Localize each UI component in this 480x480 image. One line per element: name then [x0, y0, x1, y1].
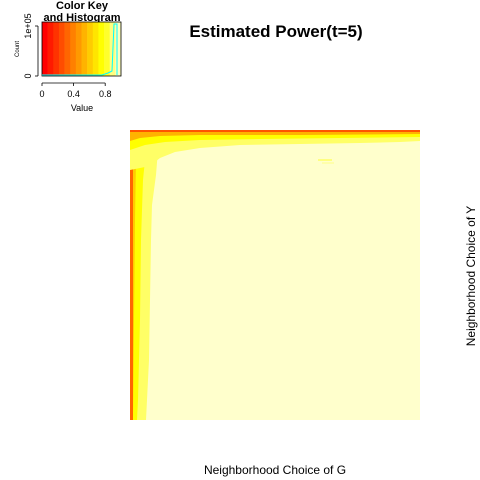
color-key-x-tick-label: 0.8 [99, 89, 112, 99]
color-key-band [70, 22, 77, 76]
color-key-band [58, 22, 65, 76]
color-key-band [42, 22, 48, 76]
color-key-value-label: Value [71, 103, 93, 113]
y-axis-label: Neighborhood Choice of Y [464, 206, 478, 347]
color-key-y-axis: 0 1e+05 [23, 13, 39, 79]
color-key-band [92, 22, 99, 76]
color-key-band [47, 22, 54, 76]
chart-title: Estimated Power(t=5) [189, 22, 362, 41]
heatmap-background [130, 130, 420, 420]
color-key-histogram-line [42, 23, 118, 76]
heatmap-top-edge-red [130, 130, 420, 132]
color-key-title: Color Key [56, 0, 109, 12]
color-key-band [87, 22, 94, 76]
color-key-y-tick-label: 1e+05 [23, 13, 33, 38]
color-key-x-tick-label: 0.4 [67, 89, 80, 99]
color-key-band [64, 22, 71, 76]
color-key-y-tick-label: 0 [23, 73, 33, 78]
color-key-band [98, 22, 105, 76]
heatmap-plot [130, 130, 420, 420]
color-key-band [75, 22, 82, 76]
heatmap-top-band-orange [130, 130, 420, 141]
color-key-x-axis: 0 0.4 0.8 [39, 82, 112, 99]
color-key-x-tick-label: 0 [39, 89, 44, 99]
color-key-bands [42, 22, 122, 76]
heatmap-top-band-yellow [130, 130, 420, 170]
x-axis-label: Neighborhood Choice of G [204, 463, 346, 477]
color-key-subtitle: and Histogram [43, 12, 120, 24]
color-key-band [115, 22, 122, 76]
color-key-band [81, 22, 88, 76]
color-key-band [104, 22, 111, 76]
color-key-count-label: Count [15, 41, 21, 57]
color-key: Color Key and Histogram 0 0.4 0.8 0 1e+05 V… [15, 0, 122, 113]
heatmap-left-edge-red [130, 130, 133, 420]
color-key-band [53, 22, 60, 76]
color-key-border [41, 21, 122, 77]
